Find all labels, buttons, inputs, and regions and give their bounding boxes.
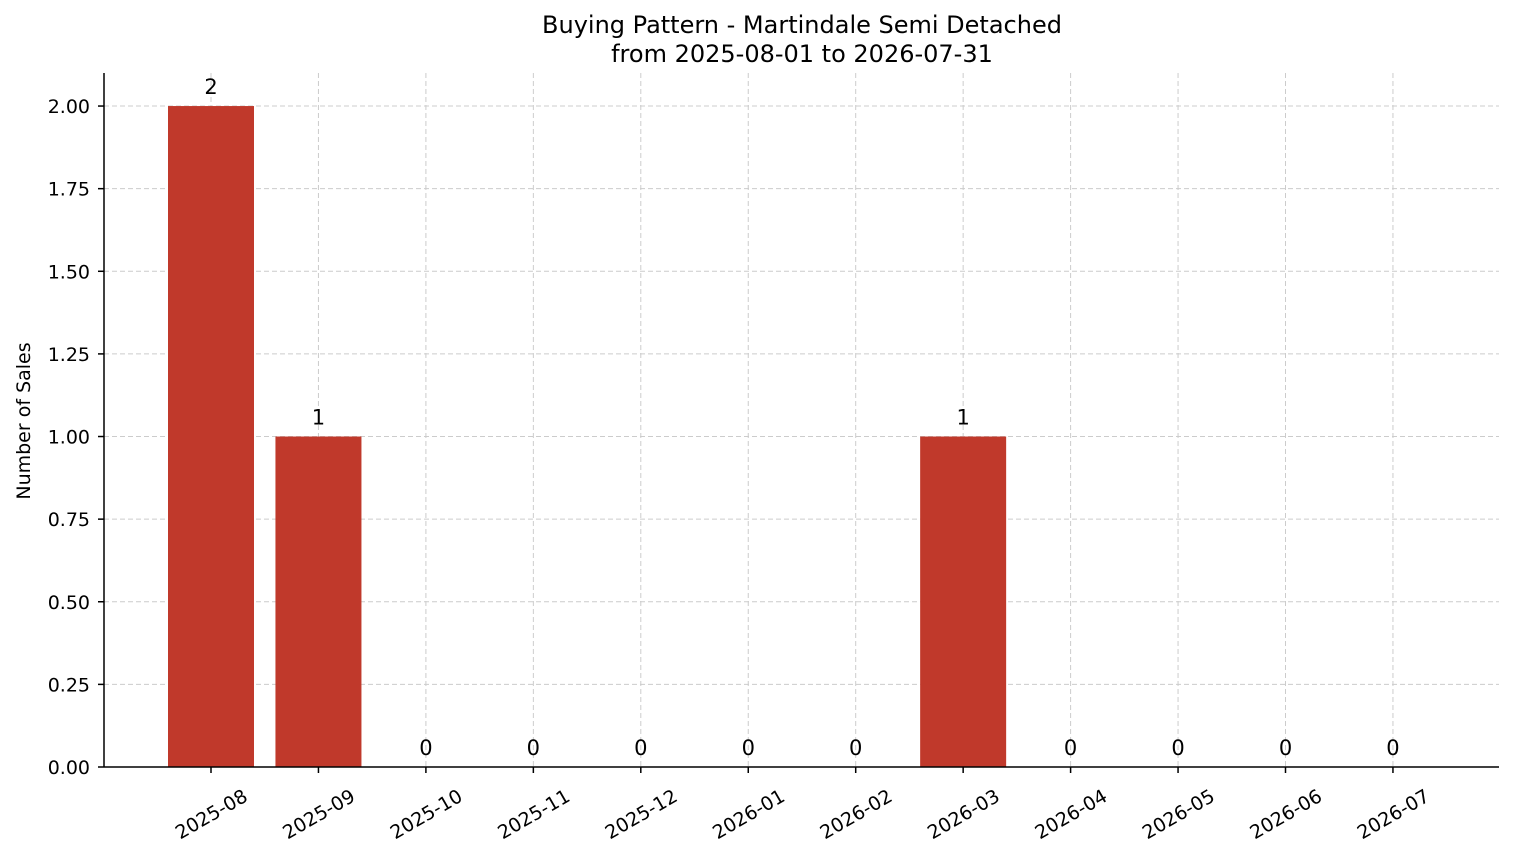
data-label-2026-04: 0 (1064, 736, 1077, 760)
data-label-2026-01: 0 (742, 736, 755, 760)
x-axis-ticks: 2025-08 2025-09 2025-10 2025-11 2025-12 2026-… (172, 767, 1434, 844)
x-tick-label-2026-04: 2026-04 (1031, 785, 1111, 844)
y-axis-label: Number of Sales (13, 342, 35, 499)
x-tick-label-2026-05: 2026-05 (1139, 785, 1219, 844)
y-tick-label: 1.50 (48, 261, 90, 283)
x-tick-label-2026-06: 2026-06 (1246, 785, 1326, 844)
y-tick-label: 0.50 (48, 592, 90, 614)
x-tick-label-2025-11: 2025-11 (494, 785, 574, 844)
y-tick-label: 2.00 (48, 96, 90, 118)
x-tick-label-2026-01: 2026-01 (709, 785, 789, 844)
y-tick-label: 1.25 (48, 344, 90, 366)
x-tick-label-2026-02: 2026-02 (816, 785, 896, 844)
x-tick-label-2025-10: 2025-10 (387, 785, 467, 844)
y-tick-label: 0.00 (48, 757, 90, 779)
y-tick-label: 0.25 (48, 674, 90, 696)
y-tick-label: 1.00 (48, 427, 90, 449)
data-label-2026-03: 1 (956, 406, 969, 430)
chart-subtitle-line: from 2025-08-01 to 2026-07-31 (611, 40, 993, 68)
data-label-2025-10: 0 (419, 736, 432, 760)
data-label-2025-09: 1 (312, 406, 325, 430)
x-tick-label-2025-08: 2025-08 (172, 785, 252, 844)
data-labels: 2 1 0 0 0 0 0 1 0 0 0 0 (204, 75, 1399, 760)
x-tick-label-2026-07: 2026-07 (1354, 785, 1434, 844)
data-label-2026-05: 0 (1171, 736, 1184, 760)
y-tick-label: 1.75 (48, 179, 90, 201)
x-tick-label-2025-12: 2025-12 (602, 785, 682, 844)
y-axis-ticks: 0.00 0.25 0.50 0.75 1.00 1.25 1.50 1.75 2.00 (48, 96, 104, 779)
data-label-2026-07: 0 (1386, 736, 1399, 760)
chart-title-line: Buying Pattern - Martindale Semi Detache… (542, 11, 1062, 39)
chart-title: Buying Pattern - Martindale Semi Detache… (542, 11, 1062, 68)
data-label-2026-06: 0 (1279, 736, 1292, 760)
data-label-2025-11: 0 (527, 736, 540, 760)
data-label-2025-12: 0 (634, 736, 647, 760)
grid-lines (104, 73, 1499, 768)
x-tick-label-2026-03: 2026-03 (924, 785, 1004, 844)
bar-2026-03 (920, 436, 1007, 767)
data-label-2025-08: 2 (204, 75, 217, 99)
y-tick-label: 0.75 (48, 509, 90, 531)
bar-2025-08 (168, 106, 254, 768)
bars (168, 106, 1007, 768)
x-tick-label-2025-09: 2025-09 (279, 785, 359, 844)
data-label-2026-02: 0 (849, 736, 862, 760)
bar-2025-09 (275, 436, 362, 767)
